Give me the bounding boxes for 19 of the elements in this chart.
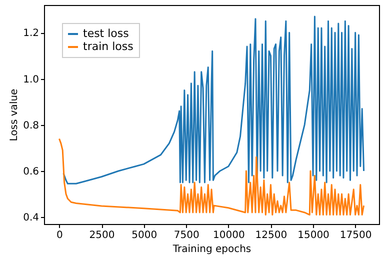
x-tick-label: 7500 [174,230,200,241]
line-series [58,138,365,216]
line-series [62,16,365,184]
y-tick-label: 0.8 [23,120,39,132]
y-tick-label: 0.6 [23,166,39,178]
legend-label: test loss [83,27,130,40]
y-tick-label: 0.4 [23,212,39,224]
x-tick-label: 15000 [298,230,330,241]
y-tick-label: 1.0 [23,74,39,86]
x-tick-label: 0 [56,230,63,241]
legend-label: train loss [83,40,134,53]
x-tick-label: 12500 [255,230,288,241]
x-tick-label: 2500 [89,230,115,241]
x-tick-label: 17500 [340,230,372,241]
y-axis-title: Loss value [9,88,20,142]
x-tick-label: 5000 [132,230,158,241]
y-tick-label: 1.2 [23,28,39,40]
x-axis-title: Training epochs [172,244,252,255]
x-tick-label: 10000 [213,230,245,241]
